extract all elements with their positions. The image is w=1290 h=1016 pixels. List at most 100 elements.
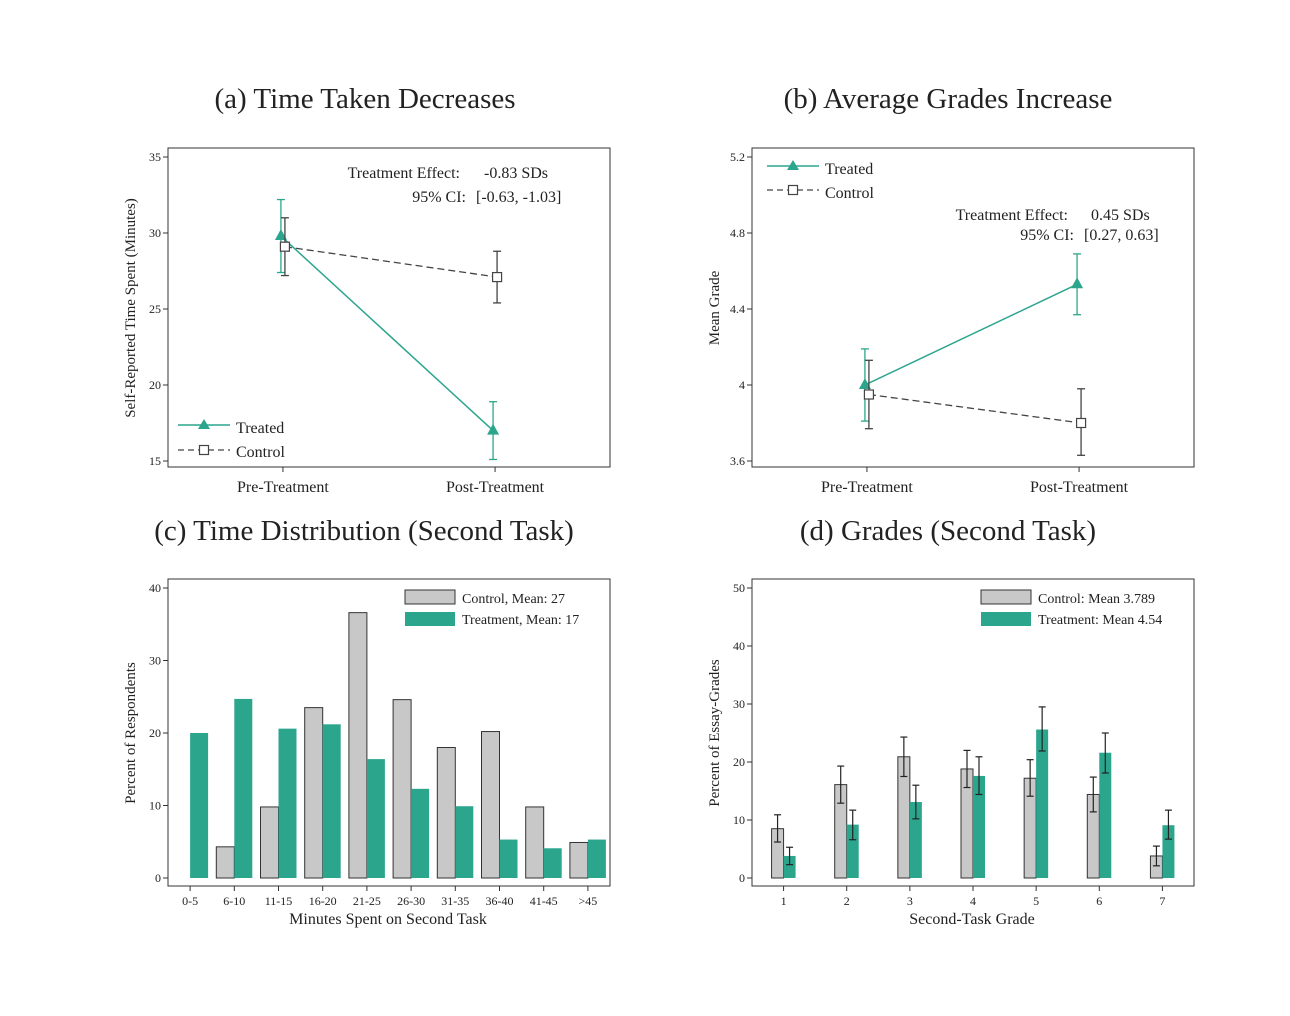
y-tick-label: 20 <box>149 726 161 740</box>
series-line-control <box>868 393 1082 424</box>
x-tick-label: Post-Treatment <box>1030 479 1129 496</box>
x-tick-label: 7 <box>1159 894 1165 908</box>
x-tick-label: 3 <box>907 894 913 908</box>
panel-c-ylabel: Percent of Respondents <box>123 662 139 804</box>
data-point-square <box>1075 417 1087 429</box>
y-tick-label: 5.2 <box>730 150 745 164</box>
x-tick-label: 21-25 <box>353 894 381 908</box>
legend-swatch-control <box>404 589 456 605</box>
legend-swatch-treatment <box>405 612 455 626</box>
legend-label-treatment: Treatment, Mean: 17 <box>462 613 579 628</box>
bar-treatment <box>973 775 985 878</box>
y-tick-label: 10 <box>733 813 745 827</box>
panel-c-xlabel: Minutes Spent on Second Task <box>289 911 487 928</box>
panel-a-effect-label: Treatment Effect: <box>348 165 460 182</box>
x-tick-label: 6-10 <box>223 894 245 908</box>
panel-a-effect-value: -0.83 SDs <box>484 165 548 182</box>
y-tick-label: 30 <box>733 697 745 711</box>
y-tick-label: 3.6 <box>730 454 745 468</box>
y-tick-label: 10 <box>149 799 161 813</box>
legend-label-control: Control <box>825 185 874 202</box>
y-tick-label: 4.8 <box>730 226 745 240</box>
y-tick-label: 15 <box>149 454 161 468</box>
bar-treatment <box>783 855 796 878</box>
panel-a-plot: 15 20 25 30 35 Pre-Treatment Post-Treatment <box>149 147 611 496</box>
y-tick-label: 35 <box>149 150 161 164</box>
legend-label-control: Control: Mean 3.789 <box>1038 592 1155 607</box>
bar-control <box>569 841 589 879</box>
bar-control <box>481 731 500 879</box>
x-tick-label: 0-5 <box>182 894 198 908</box>
panel-b-effect-value: 0.45 SDs <box>1091 207 1150 224</box>
bar-treatment <box>909 802 922 878</box>
y-tick-label: 0 <box>739 871 745 885</box>
panel-b-title: (b) Average Grades Increase <box>784 83 1113 115</box>
x-tick-label: 11-15 <box>265 894 293 908</box>
panel-a-legend: Treated Control <box>178 419 285 461</box>
panel-a-title: (a) Time Taken Decreases <box>214 83 515 115</box>
panel-d-xlabel: Second-Task Grade <box>909 911 1035 928</box>
data-point-triangle <box>1071 277 1084 289</box>
bar-treatment <box>322 724 341 878</box>
y-tick-label: 20 <box>733 755 745 769</box>
panel-b-ylabel: Mean Grade <box>707 270 723 345</box>
y-tick-label: 40 <box>733 639 745 653</box>
y-tick-label: 4.4 <box>730 302 745 316</box>
bar-treatment <box>411 788 430 878</box>
panel-d-legend: Control: Mean 3.789 Treatment: Mean 4.54 <box>980 589 1162 628</box>
bar-control <box>436 747 456 879</box>
y-tick-label: 0 <box>155 871 161 885</box>
bar-control <box>392 699 412 879</box>
x-tick-label: 36-40 <box>486 894 514 908</box>
bar-control <box>348 612 368 879</box>
panel-d-ylabel: Percent of Essay-Grades <box>707 659 723 807</box>
y-tick-label: 25 <box>149 302 161 316</box>
panel-d-plot: 0 10 20 30 40 50 1 2 3 4 5 6 7 <box>733 578 1195 908</box>
legend-marker-control <box>787 184 799 196</box>
legend-label-treated: Treated <box>236 420 284 437</box>
legend-label-control: Control, Mean: 27 <box>462 592 565 607</box>
panel-c-legend: Control, Mean: 27 Treatment, Mean: 17 <box>404 589 579 628</box>
bar-control <box>304 707 324 879</box>
bar-treatment <box>366 759 385 878</box>
panel-a-frame <box>167 147 611 468</box>
bar-treatment <box>587 839 606 878</box>
legend-label-control: Control <box>236 444 285 461</box>
y-tick-label: 20 <box>149 378 161 392</box>
bar-control <box>260 806 279 879</box>
panel-a-ci-value: [-0.63, -1.03] <box>476 189 561 206</box>
x-tick-label: 1 <box>781 894 787 908</box>
x-tick-label: >45 <box>579 894 598 908</box>
y-tick-label: 30 <box>149 226 161 240</box>
panel-b-legend: Treated Control <box>767 160 874 202</box>
panel-c-title: (c) Time Distribution (Second Task) <box>154 515 574 547</box>
x-tick-label: 4 <box>970 894 976 908</box>
bar-control <box>215 846 235 879</box>
x-tick-label: 16-20 <box>309 894 337 908</box>
data-point-triangle <box>274 229 287 241</box>
series-line-treated <box>280 235 494 432</box>
panel-a-ylabel: Self-Reported Time Spent (Minutes) <box>123 198 139 418</box>
x-tick-label: 5 <box>1033 894 1039 908</box>
bar-treatment <box>1036 729 1049 878</box>
bar-treatment <box>1099 752 1112 878</box>
bar-treatment <box>455 806 474 878</box>
panel-c-plot: 0 10 20 30 40 0-5 6-10 11-15 16-20 21-25 26-30 31-3… <box>149 578 611 908</box>
x-tick-label: Post-Treatment <box>446 479 545 496</box>
data-point-square <box>491 271 503 283</box>
legend-label-treated: Treated <box>825 161 873 178</box>
data-point-triangle <box>487 423 500 435</box>
y-tick-label: 30 <box>149 654 161 668</box>
y-tick-label: 4 <box>739 378 745 392</box>
x-tick-label: Pre-Treatment <box>821 479 913 496</box>
bar-treatment <box>543 848 562 878</box>
legend-label-treatment: Treatment: Mean 4.54 <box>1038 613 1162 628</box>
legend-swatch-treatment <box>981 612 1031 626</box>
panel-b-ci-label: 95% CI: <box>1020 227 1074 244</box>
x-tick-label: Pre-Treatment <box>237 479 329 496</box>
legend-marker-treated <box>787 160 799 170</box>
panel-a-ci-label: 95% CI: <box>412 189 466 206</box>
panel-b-frame <box>751 147 1195 468</box>
y-tick-label: 40 <box>149 581 161 595</box>
legend-marker-treated <box>198 419 210 429</box>
